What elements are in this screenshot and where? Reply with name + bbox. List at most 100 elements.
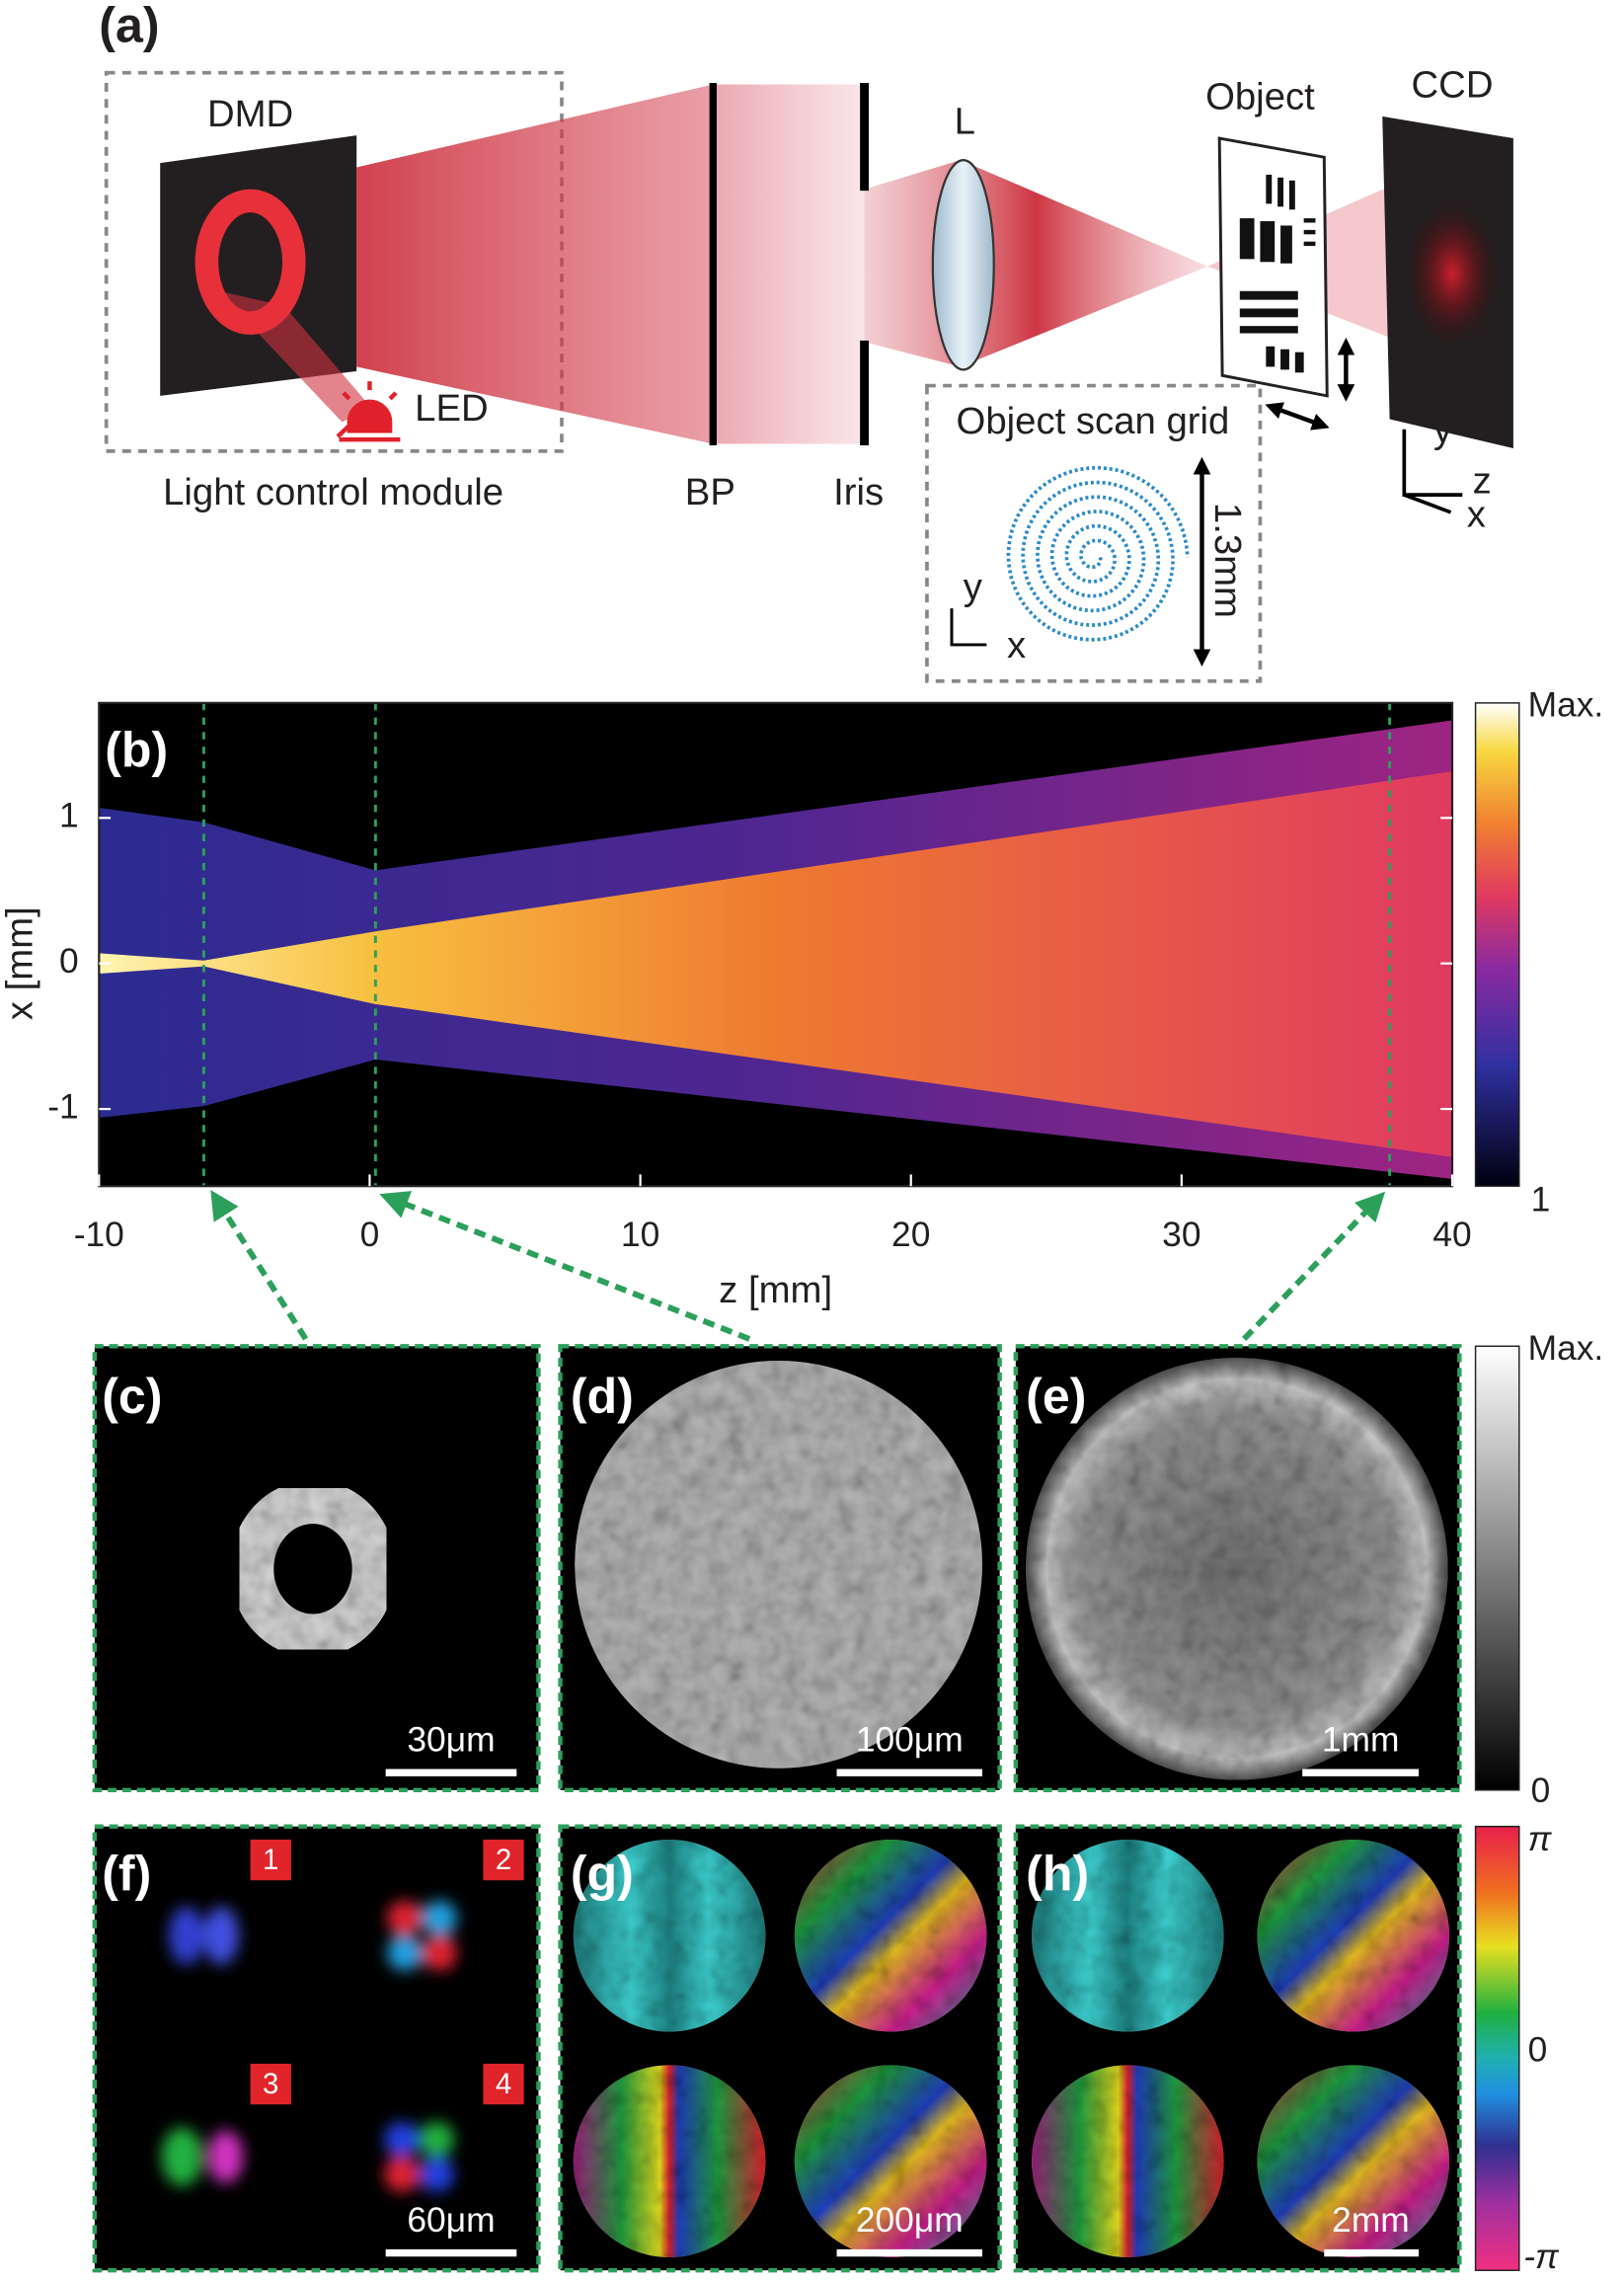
led-icon bbox=[336, 381, 401, 442]
panel-label: (c) bbox=[102, 1369, 162, 1424]
panel-label: (f) bbox=[102, 1847, 151, 1902]
shape bbox=[422, 1900, 457, 1936]
scale-label: 2mm bbox=[1332, 2201, 1410, 2240]
panel-c: (c) 30μm bbox=[92, 1344, 541, 1793]
shape bbox=[387, 1900, 423, 1936]
shape bbox=[794, 1839, 987, 2032]
shape bbox=[1294, 352, 1304, 373]
shape bbox=[1239, 326, 1298, 334]
x-tick-label: -10 bbox=[74, 1216, 124, 1254]
lens-label: L bbox=[955, 100, 975, 142]
beam-profile bbox=[575, 1361, 982, 1769]
y-axis-label: x [mm] bbox=[0, 906, 40, 1020]
badge bbox=[483, 1839, 524, 1881]
badge-label: 1 bbox=[263, 1844, 278, 1876]
colorbar-label: π bbox=[1528, 1820, 1553, 1858]
panel-b: (b) z [mm] x [mm] Max. 1 -10 0 10 20 30 40-10… bbox=[0, 686, 1604, 1342]
shape bbox=[1260, 221, 1276, 263]
shape bbox=[207, 2130, 244, 2183]
beam bbox=[356, 84, 714, 444]
y-tick-label: 1 bbox=[59, 797, 79, 835]
x-tick-label: 30 bbox=[1162, 1216, 1200, 1254]
shape bbox=[1266, 346, 1276, 367]
shape bbox=[573, 1839, 766, 2032]
scale-label: 200μm bbox=[856, 2201, 964, 2240]
dmd bbox=[160, 135, 357, 396]
shape bbox=[1239, 218, 1255, 260]
shape bbox=[347, 399, 393, 433]
beam-core bbox=[99, 771, 1452, 1157]
arrow bbox=[379, 1191, 751, 1342]
object-label: Object bbox=[1205, 75, 1315, 118]
shape bbox=[384, 2121, 420, 2158]
shape bbox=[384, 2157, 420, 2192]
shape bbox=[342, 391, 351, 401]
panel-label: (a) bbox=[99, 0, 159, 53]
x-tick-label: 40 bbox=[1432, 1216, 1471, 1254]
shape bbox=[161, 2127, 202, 2186]
scan-spiral bbox=[1006, 466, 1190, 642]
colorbar bbox=[1474, 1345, 1520, 1791]
axis-label: y bbox=[1433, 409, 1453, 451]
beam bbox=[864, 160, 1208, 367]
y-tick-label: 0 bbox=[59, 942, 79, 981]
shape bbox=[1277, 177, 1284, 207]
bp-label: BP bbox=[685, 471, 735, 513]
colorbar-label: 1 bbox=[1531, 1181, 1551, 1220]
shape bbox=[419, 2121, 454, 2158]
axis-label: x bbox=[1007, 624, 1026, 667]
badge bbox=[250, 1839, 291, 1881]
x-tick-label: 10 bbox=[621, 1216, 659, 1254]
panel-f: (f) 1 2 3 4 60μm bbox=[92, 1824, 541, 2273]
resolution-target bbox=[1239, 174, 1316, 373]
badge bbox=[250, 2063, 291, 2105]
panel-h: (h) 2mm bbox=[1013, 1824, 1462, 2273]
colorbar-label: 0 bbox=[1531, 1771, 1551, 1810]
shape bbox=[1239, 290, 1298, 300]
shape bbox=[203, 1906, 239, 1965]
colorbar-label: Max. bbox=[1528, 686, 1604, 725]
scale-label: 1mm bbox=[1322, 1721, 1400, 1760]
group bbox=[161, 1900, 457, 2192]
arrow bbox=[1242, 1191, 1386, 1341]
shape bbox=[1288, 180, 1295, 210]
colorbar-label: Max. bbox=[1528, 1329, 1604, 1368]
axis-label: x bbox=[1467, 493, 1486, 535]
shape bbox=[573, 2065, 766, 2257]
ring bbox=[229, 1479, 396, 1658]
colorbar-label: -π bbox=[1523, 2238, 1560, 2276]
scan-arrow bbox=[1265, 402, 1330, 431]
x-axis-label: z [mm] bbox=[719, 1269, 832, 1311]
shape bbox=[1239, 308, 1298, 318]
lens bbox=[931, 159, 995, 371]
shape bbox=[387, 1935, 423, 1971]
panel-label: (b) bbox=[105, 723, 168, 778]
panel-a: (a) DMD LED Light control module BP Iris… bbox=[99, 0, 1513, 683]
x-tick-label: 0 bbox=[360, 1216, 380, 1254]
shape bbox=[422, 1935, 457, 1971]
x-tick-label: 20 bbox=[891, 1216, 930, 1254]
shape bbox=[1266, 174, 1273, 204]
arrow bbox=[210, 1189, 309, 1341]
beam-profile bbox=[1026, 1358, 1448, 1780]
panel-g: (g) 200μm bbox=[558, 1824, 1002, 2273]
scale-label: 60μm bbox=[407, 2201, 495, 2240]
shape bbox=[1280, 225, 1292, 264]
shape bbox=[1303, 241, 1316, 247]
iris-label: Iris bbox=[833, 471, 884, 513]
shape bbox=[336, 410, 366, 438]
y-tick-label: -1 bbox=[47, 1087, 78, 1126]
shape bbox=[1303, 229, 1316, 235]
panel-d: (d) 100μm bbox=[558, 1344, 1002, 1793]
shape bbox=[92, 1344, 541, 1793]
led-label: LED bbox=[415, 387, 489, 430]
shape bbox=[1032, 2065, 1224, 2257]
badge-label: 4 bbox=[496, 2068, 511, 2100]
shape bbox=[169, 1906, 204, 1965]
ring-pattern bbox=[194, 189, 306, 335]
shape bbox=[794, 2065, 987, 2257]
dmd-label: DMD bbox=[207, 93, 293, 135]
badge-label: 2 bbox=[496, 1844, 511, 1876]
shape bbox=[1257, 1839, 1450, 2032]
